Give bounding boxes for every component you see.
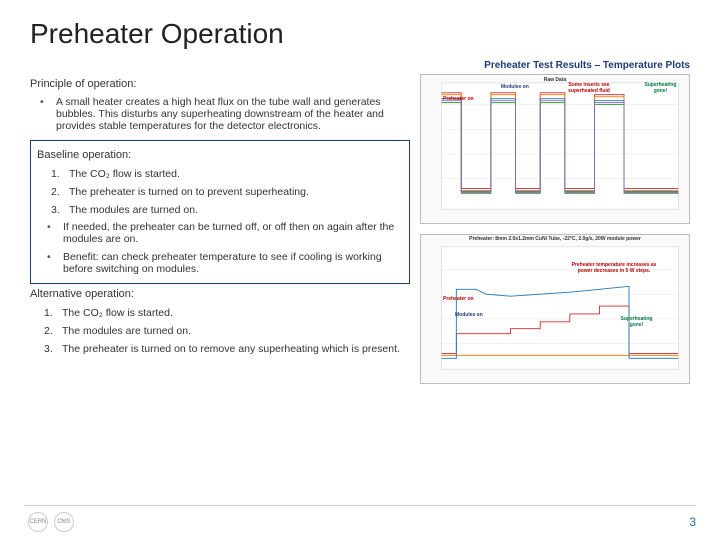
baseline-steps: 1.The CO₂ flow is started. 2.The preheat…: [37, 165, 403, 219]
chart1-annot-goal: Superheating gone!: [638, 83, 683, 94]
baseline-notes: If needed, the preheater can be turned o…: [37, 219, 403, 279]
list-item: 1.The CO₂ flow is started.: [51, 165, 403, 183]
chart2-svg: [421, 235, 689, 383]
baseline-heading: Baseline operation:: [37, 149, 403, 161]
note-item: Benefit: can check preheater temperature…: [51, 249, 403, 279]
step-text: The preheater is turned on to prevent su…: [69, 186, 309, 198]
chart-section-title: Preheater Test Results – Temperature Plo…: [484, 60, 690, 71]
cern-logo-icon: CERN: [28, 512, 48, 532]
baseline-box: Baseline operation: 1.The CO₂ flow is st…: [30, 140, 410, 284]
principle-bullet: A small heater creates a high heat flux …: [44, 94, 410, 136]
footer: CERN CMS 3: [28, 512, 696, 532]
cms-logo-icon: CMS: [54, 512, 74, 532]
chart1-annot-superheat: Some inserts see superheated fluid: [559, 83, 619, 94]
list-item: 3.The preheater is turned on to remove a…: [44, 340, 410, 358]
text-column: Principle of operation: A small heater c…: [30, 74, 410, 384]
footer-rule: [24, 505, 696, 506]
content-columns: Principle of operation: A small heater c…: [30, 74, 696, 384]
principle-list: A small heater creates a high heat flux …: [30, 94, 410, 136]
step-text: The preheater is turned on to remove any…: [62, 343, 400, 355]
step-text: The modules are turned on.: [69, 204, 198, 216]
chart2-annot-goal: Superheating gone!: [614, 317, 659, 328]
list-item: 3.The modules are turned on.: [51, 201, 403, 219]
principle-heading: Principle of operation:: [30, 78, 410, 90]
page-number: 3: [689, 515, 696, 529]
step-text: The CO₂ flow is started.: [62, 307, 173, 319]
chart2-annot-tempinc: Preheater temperature increases as power…: [569, 263, 659, 274]
step-text: The modules are turned on.: [62, 325, 191, 337]
chart-column: Raw Data Preheater on Modules on Some in…: [420, 74, 690, 384]
list-item: 2.The preheater is turned on to prevent …: [51, 183, 403, 201]
alternative-steps: 1.The CO₂ flow is started. 2.The modules…: [30, 304, 410, 358]
alternative-heading: Alternative operation:: [30, 288, 410, 300]
slide: Preheater Operation Preheater Test Resul…: [0, 0, 720, 540]
chart1-annot-modules: Modules on: [501, 85, 529, 91]
note-item: If needed, the preheater can be turned o…: [51, 219, 403, 249]
list-item: 2.The modules are turned on.: [44, 322, 410, 340]
list-item: 1.The CO₂ flow is started.: [44, 304, 410, 322]
chart1-annot-preheater: Preheater on: [443, 97, 474, 103]
chart2-annot-modules: Modules on: [455, 313, 483, 319]
chart-preheater-detail: Preheater: 8mm 2.0x1.2mm CuNi Tube, -22°…: [420, 234, 690, 384]
footer-logos: CERN CMS: [28, 512, 74, 532]
page-title: Preheater Operation: [30, 18, 696, 50]
step-text: The CO₂ flow is started.: [69, 168, 180, 180]
chart-raw-data: Raw Data Preheater on Modules on Some in…: [420, 74, 690, 224]
chart2-annot-preheater: Preheater on: [443, 297, 474, 303]
chart2-title: Preheater: 8mm 2.0x1.2mm CuNi Tube, -22°…: [445, 237, 665, 243]
